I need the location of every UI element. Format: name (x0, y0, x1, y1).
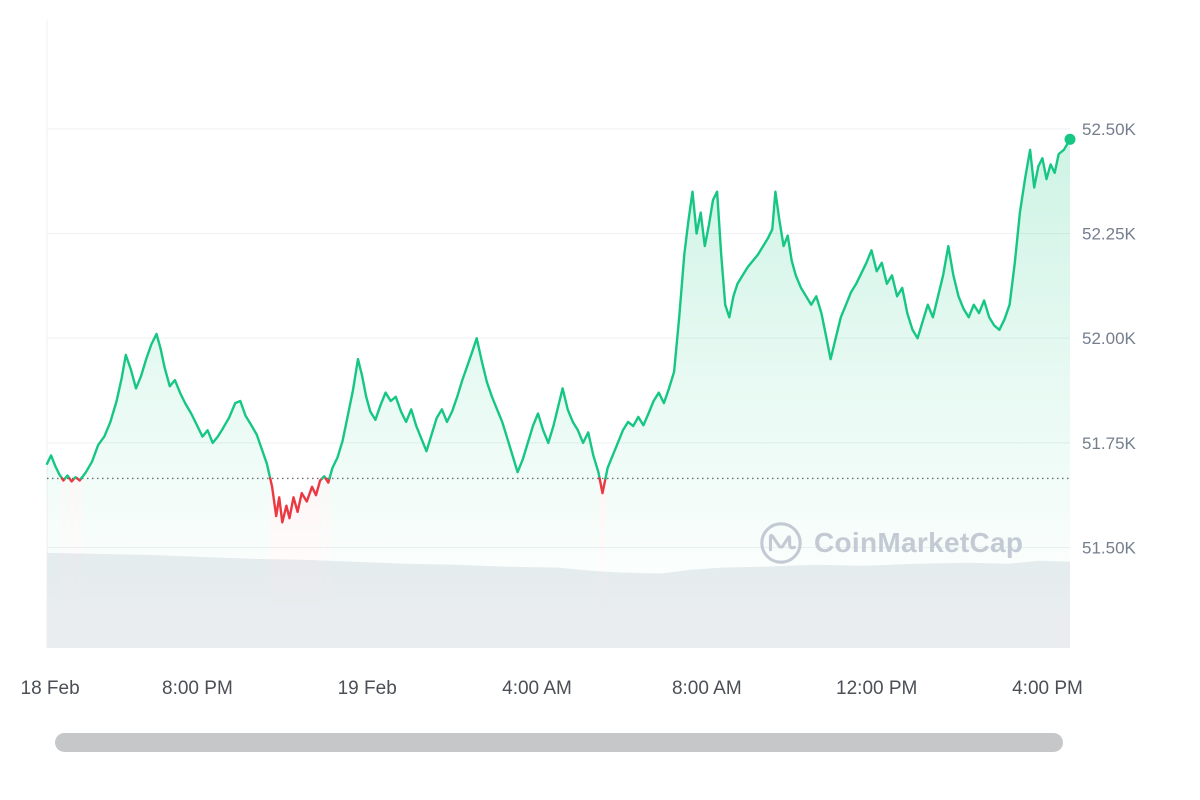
svg-text:4:00 AM: 4:00 AM (502, 678, 572, 699)
svg-text:19 Feb: 19 Feb (338, 678, 397, 699)
svg-text:52.50K: 52.50K (1082, 120, 1137, 139)
last-price-dot (1064, 133, 1076, 145)
price-chart[interactable]: 52.50K 52.25K 52.00K 51.75K 51.50K 18 Feb 8:00… (0, 0, 1200, 720)
svg-text:12:00 PM: 12:00 PM (836, 678, 917, 699)
svg-text:18 Feb: 18 Feb (21, 678, 80, 699)
svg-text:52.25K: 52.25K (1082, 225, 1137, 244)
price-area-fill (47, 139, 1070, 649)
svg-text:52.00K: 52.00K (1082, 329, 1137, 348)
horizontal-scrollbar[interactable] (55, 733, 1063, 752)
price-line (45, 138, 1072, 524)
svg-text:51.75K: 51.75K (1082, 434, 1137, 453)
y-axis-labels: 52.50K 52.25K 52.00K 51.75K 51.50K (1082, 120, 1137, 558)
svg-text:8:00 AM: 8:00 AM (672, 678, 742, 699)
svg-text:4:00 PM: 4:00 PM (1012, 678, 1083, 699)
svg-text:51.50K: 51.50K (1082, 539, 1137, 558)
x-axis-labels: 18 Feb 8:00 PM 19 Feb 4:00 AM 8:00 AM 12:00 P… (21, 678, 1083, 699)
svg-text:8:00 PM: 8:00 PM (162, 678, 233, 699)
price-chart-svg: 52.50K 52.25K 52.00K 51.75K 51.50K 18 Feb 8:00… (21, 20, 1137, 699)
